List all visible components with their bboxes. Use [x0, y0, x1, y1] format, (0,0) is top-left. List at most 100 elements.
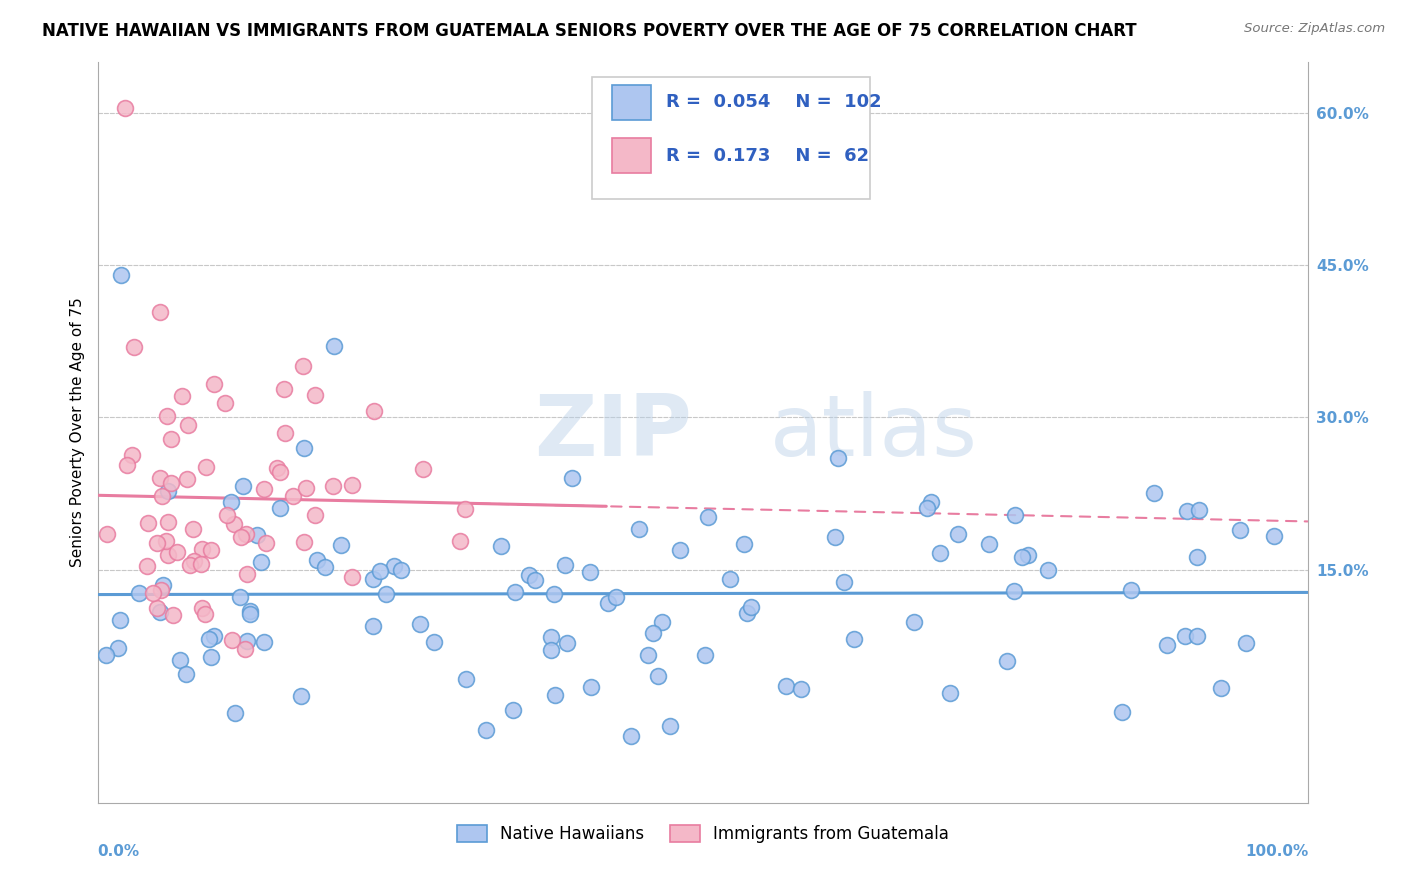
Point	[232, 479, 254, 493]
Point	[162, 608, 184, 623]
Point	[156, 409, 179, 423]
Text: R =  0.173    N =  62: R = 0.173 N = 62	[665, 146, 869, 165]
Point	[221, 633, 243, 648]
Point	[314, 560, 336, 574]
Point	[842, 632, 865, 647]
Point	[108, 613, 131, 627]
Point	[128, 585, 150, 599]
Point	[368, 564, 391, 578]
Point	[598, 597, 620, 611]
Point	[790, 681, 813, 696]
Point	[94, 648, 117, 663]
Point	[117, 458, 139, 472]
Text: 100.0%: 100.0%	[1246, 844, 1309, 858]
Point	[946, 527, 969, 541]
Point	[340, 477, 363, 491]
Point	[543, 587, 565, 601]
Point	[142, 585, 165, 599]
Point	[503, 585, 526, 599]
Point	[166, 545, 188, 559]
Point	[156, 515, 179, 529]
Point	[827, 451, 849, 466]
Point	[174, 666, 197, 681]
Point	[1156, 638, 1178, 652]
Point	[236, 567, 259, 582]
Point	[668, 543, 690, 558]
Point	[363, 573, 385, 587]
Point	[181, 522, 204, 536]
Point	[149, 470, 172, 484]
Point	[304, 508, 326, 522]
Point	[658, 719, 681, 733]
Point	[1175, 504, 1198, 518]
Point	[269, 465, 291, 479]
Point	[456, 673, 478, 687]
Point	[647, 669, 669, 683]
Point	[579, 565, 602, 579]
Point	[489, 539, 512, 553]
Point	[194, 607, 217, 622]
Point	[502, 703, 524, 717]
Point	[1185, 629, 1208, 643]
Point	[254, 535, 277, 549]
Point	[307, 553, 329, 567]
Point	[1263, 529, 1285, 543]
Point	[628, 522, 651, 536]
Point	[561, 470, 583, 484]
Point	[176, 472, 198, 486]
Point	[979, 537, 1001, 551]
Point	[160, 476, 183, 491]
Point	[363, 403, 385, 417]
Point	[229, 591, 252, 605]
Point	[253, 635, 276, 649]
Point	[304, 387, 326, 401]
Point	[146, 536, 169, 550]
Point	[620, 729, 643, 743]
FancyBboxPatch shape	[592, 78, 870, 199]
Point	[323, 339, 346, 353]
Point	[157, 548, 180, 562]
Point	[273, 382, 295, 396]
Point	[1143, 486, 1166, 500]
Point	[330, 538, 353, 552]
FancyBboxPatch shape	[613, 85, 651, 120]
Point	[145, 601, 167, 615]
Point	[651, 615, 673, 629]
Point	[412, 462, 434, 476]
Point	[740, 600, 762, 615]
Point	[135, 559, 157, 574]
Point	[179, 558, 201, 573]
Point	[294, 535, 316, 549]
Point	[266, 461, 288, 475]
Point	[200, 650, 222, 665]
Point	[939, 686, 962, 700]
Point	[191, 601, 214, 615]
Point	[269, 500, 291, 515]
Point	[733, 537, 755, 551]
Point	[121, 448, 143, 462]
Point	[222, 517, 245, 532]
Point	[155, 533, 177, 548]
Point	[183, 554, 205, 568]
Point	[149, 305, 172, 319]
Point	[697, 510, 720, 524]
Point	[1188, 503, 1211, 517]
Point	[1036, 563, 1059, 577]
Point	[202, 377, 225, 392]
Point	[138, 516, 160, 530]
Point	[1234, 636, 1257, 650]
Point	[929, 546, 952, 560]
Point	[246, 528, 269, 542]
Point	[449, 534, 471, 549]
Point	[409, 617, 432, 632]
Point	[824, 530, 846, 544]
Point	[202, 629, 225, 643]
Text: NATIVE HAWAIIAN VS IMMIGRANTS FROM GUATEMALA SENIORS POVERTY OVER THE AGE OF 75 : NATIVE HAWAIIAN VS IMMIGRANTS FROM GUATE…	[42, 22, 1137, 40]
Point	[693, 648, 716, 662]
Point	[124, 340, 146, 354]
Point	[382, 559, 405, 574]
Point	[253, 482, 276, 496]
Point	[177, 417, 200, 432]
Point	[389, 563, 412, 577]
Point	[737, 606, 759, 620]
